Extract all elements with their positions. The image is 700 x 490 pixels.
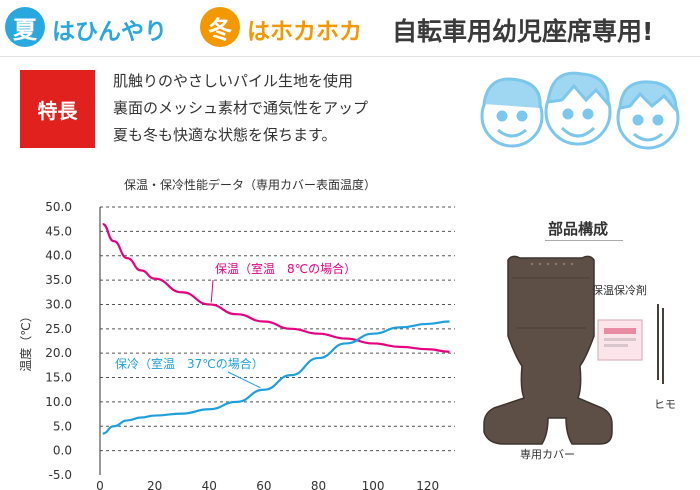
y-tick-label: 0.0 [53,444,72,458]
heat-pack-image [597,319,643,361]
parts-illustration [483,255,664,445]
summer-badge: 夏 [5,7,45,47]
heat-pack-label: 保温保冷剤 [592,284,647,297]
x-tick-label: 60 [256,479,271,490]
strap-label: ヒモ [654,398,676,411]
y-tick-label: 45.0 [45,224,72,238]
warming-series-label: 保温（室温 8℃の場合） [215,261,356,276]
x-tick-label: 80 [311,479,326,490]
parts-title-underline [545,240,623,241]
kids-faces-illustration [480,71,680,150]
features-badge: 特長 [20,70,95,148]
y-tick-label: 50.0 [45,200,72,214]
y-axis-label: 温度（℃） [18,310,33,371]
annotation-leader [227,371,261,389]
strap-image [657,304,664,384]
feature-line-3: 夏も冬も快適な状態を保ちます。 [113,126,337,144]
product-title: 自転車用幼児座席専用! [392,17,654,46]
feature-line-1: 肌触りのやさしいパイル生地を使用 [113,72,354,90]
cover-label: 専用カバー [520,448,575,461]
x-tick-label: 100 [362,479,385,490]
temperature-chart: -5.0 0.0 5.0 10.0 15.0 20.0 25.0 30.0 35.0 40.0 45… [18,200,455,490]
y-tick-label: 25.0 [45,322,72,336]
warming-series-line [102,222,450,353]
y-tick-label: 35.0 [45,273,72,287]
y-tick-label: 15.0 [45,371,72,385]
parts-title: 部品構成 [548,220,609,238]
y-tick-label: -5.0 [49,468,72,482]
y-tick-label: 30.0 [45,297,72,311]
y-tick-label: 40.0 [45,249,72,263]
y-tick-label: 10.0 [45,395,72,409]
winter-text: はホカホカ [247,19,362,45]
annotation-leader [210,279,214,303]
cooling-series-line [102,320,450,435]
cooling-series-label: 保冷（室温 37℃の場合） [115,356,264,371]
x-tick-label: 0 [96,479,104,490]
chart-title: 保温・保冷性能データ（専用カバー表面温度） [124,178,377,192]
x-tick-label: 40 [202,479,217,490]
header-banner: 夏 はひんやり 冬 はホカホカ 自転車用幼児座席専用! [0,0,700,58]
x-tick-label: 20 [147,479,162,490]
x-tick-label: 120 [416,479,439,490]
y-tick-label: 5.0 [53,419,72,433]
summer-text: はひんやり [52,19,167,45]
seat-cover-image [483,255,613,445]
y-tick-label: 20.0 [45,346,72,360]
header-divider [0,56,700,57]
feature-line-2: 裏面のメッシュ素材で通気性をアップ [113,99,369,117]
winter-badge: 冬 [200,7,240,47]
